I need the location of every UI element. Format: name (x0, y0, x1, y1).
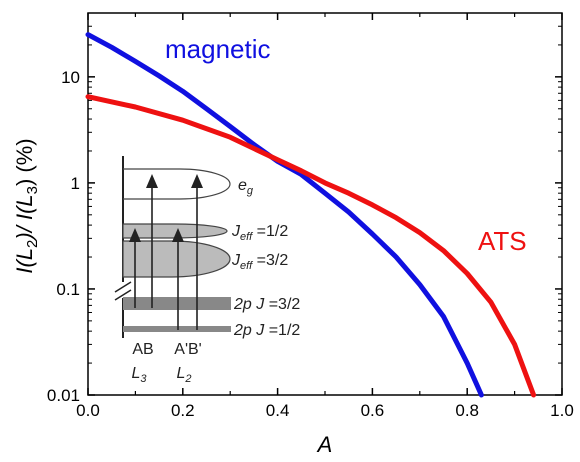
y-axis-title-part-2: 2 (24, 240, 41, 248)
inset-axis-break-1 (114, 281, 132, 293)
core-level-2p12 (123, 326, 231, 332)
x-tick-label: 0.8 (455, 401, 479, 420)
core-level-2p32 (123, 297, 231, 310)
eg-level (123, 168, 231, 200)
x-axis: 0.0 0.2 0.4 0.6 0.8 1.0 (76, 13, 574, 420)
y-axis-title-part-5: ) (%) (12, 138, 37, 186)
transition-arrowhead-b (146, 174, 158, 188)
core-2p12-label: 2p J =1/2 (233, 322, 300, 339)
transition-label-a-prime-b-prime: A'B' (174, 341, 201, 358)
core-2p32-label: 2p J =3/2 (233, 296, 300, 313)
series-label-ats: ATS (478, 226, 527, 256)
eg-label: eg (238, 177, 254, 197)
inset-axis-break-2 (114, 289, 132, 301)
transition-arrowhead-a (129, 228, 141, 242)
y-axis-title-part-3: )/ I(L (12, 194, 37, 242)
y-axis-title-part-1: I(L (12, 248, 37, 274)
y-axis-title: I(L2)/ I(L3) (%) (12, 138, 41, 273)
series-label-magnetic: magnetic (165, 34, 271, 64)
plot-frame (87, 12, 563, 396)
edge-label-l2: L2 (176, 365, 191, 385)
x-tick-label: 0.4 (266, 401, 290, 420)
x-axis-title: A (316, 432, 333, 457)
series-line-ats (85, 94, 537, 398)
x-tick-label: 0.0 (76, 401, 100, 420)
energy-level-inset: eg Jeff =1/2 Jeff =3/2 2p J =3/2 2p J =1… (114, 156, 300, 385)
y-tick-label: 0.1 (56, 280, 80, 299)
y-axis-title-part-4: 3 (24, 186, 41, 194)
jeff-half-level (122, 223, 228, 239)
jeff-threehalf-level (122, 240, 231, 278)
y-axis: 0.01 0.1 1 10 (47, 25, 562, 405)
y-tick-label: 10 (61, 68, 80, 87)
y-tick-label: 0.01 (47, 386, 80, 405)
transition-label-ab: AB (132, 341, 153, 358)
transition-arrowhead-b-prime (191, 174, 203, 188)
transition-arrowhead-a-prime (172, 228, 184, 242)
y-tick-label: 1 (71, 174, 80, 193)
edge-label-l3: L3 (131, 365, 147, 385)
x-tick-label: 0.6 (361, 401, 385, 420)
series-layer (85, 32, 537, 398)
jeff-half-label: Jeff =1/2 (231, 223, 288, 243)
x-tick-label: 0.2 (171, 401, 195, 420)
x-tick-label: 1.0 (550, 401, 574, 420)
jeff-threehalf-label: Jeff =3/2 (231, 252, 288, 272)
